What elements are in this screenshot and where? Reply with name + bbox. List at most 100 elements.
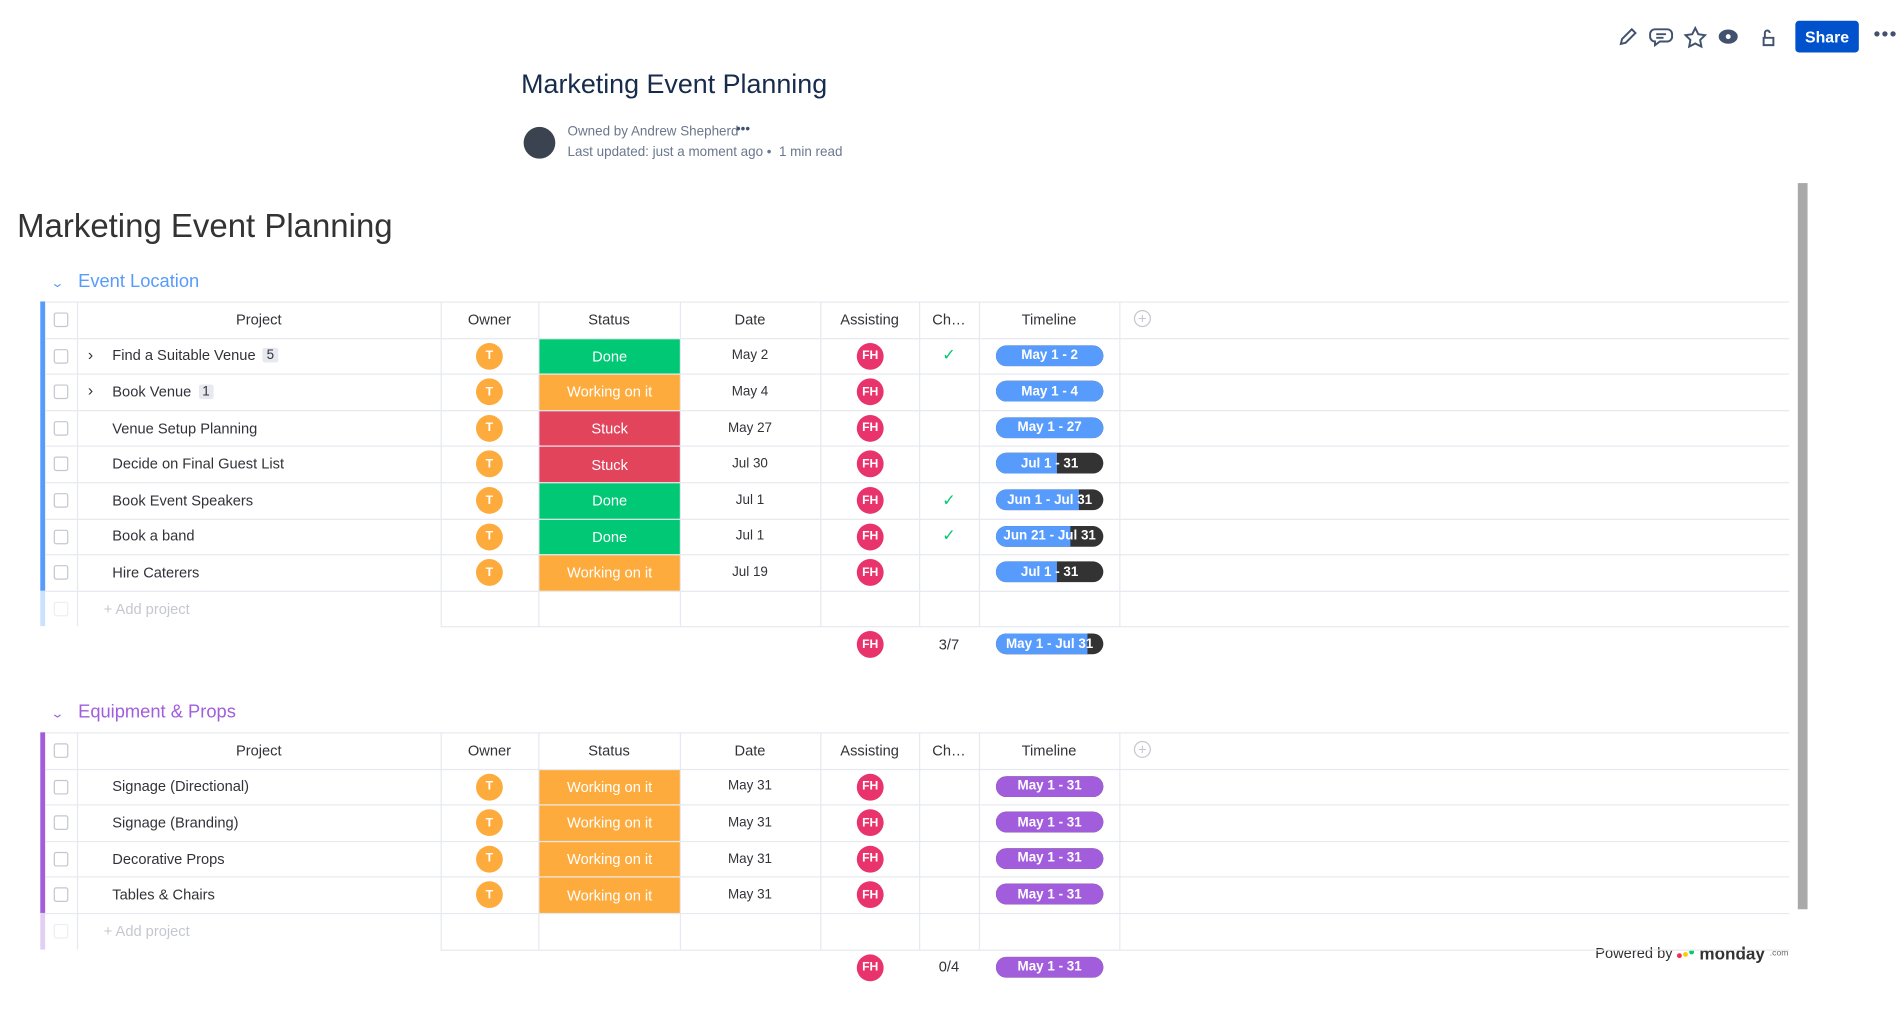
status-cell[interactable]: Done (539, 483, 680, 519)
timeline-label: May 1 - 4 (1021, 384, 1078, 399)
row-line (45, 518, 1790, 520)
status-cell[interactable]: Working on it (539, 769, 680, 805)
col-line (1119, 732, 1121, 913)
project-name[interactable]: Decide on Final Guest List (112, 455, 285, 473)
status-cell[interactable]: Stuck (539, 411, 680, 446)
timeline-bar[interactable]: May 1 - 31 (995, 847, 1104, 869)
project-name[interactable]: Hire Caterers (112, 563, 200, 581)
timeline-bar[interactable]: May 1 - 2 (995, 344, 1104, 366)
expand-arrow[interactable]: › (87, 381, 94, 400)
status-cell[interactable]: Done (539, 338, 680, 374)
timeline-fill (995, 489, 1079, 511)
col-line (440, 301, 442, 591)
project-name[interactable]: Find a Suitable Venue (112, 347, 256, 365)
owner-more[interactable]: ••• (735, 122, 751, 137)
timeline-bar[interactable]: Jun 21 - Jul 31 (995, 525, 1104, 547)
date-cell: Jul 1 (735, 528, 765, 544)
owner-avatar: T (475, 486, 503, 514)
col-line (679, 301, 682, 591)
share-button[interactable]: Share (1795, 20, 1859, 53)
timeline-bar[interactable]: Jun 1 - Jul 31 (995, 489, 1104, 511)
project-name[interactable]: Book Venue (112, 383, 192, 401)
assisting-avatar: FH (856, 414, 884, 442)
column-header: Project (235, 741, 282, 759)
checkbox[interactable] (53, 529, 69, 544)
project-name[interactable]: Decorative Props (112, 850, 225, 868)
timeline-bar[interactable]: May 1 - 4 (995, 381, 1104, 402)
timeline-label: May 1 - Jul 31 (1005, 636, 1094, 652)
add-row[interactable]: + Add project (103, 922, 190, 940)
col-line (919, 732, 921, 913)
checkbox[interactable] (53, 743, 69, 758)
summary-check: 0/4 (938, 958, 960, 976)
timeline-bar[interactable]: Jul 1 - 31 (995, 453, 1104, 475)
updated: Last updated: just a moment ago (567, 145, 764, 160)
checkbox[interactable] (53, 887, 69, 903)
check-mark: ✓ (942, 526, 956, 545)
timeline-bar[interactable]: May 1 - 27 (995, 417, 1104, 438)
project-name[interactable]: Signage (Directional) (112, 777, 250, 796)
assisting-avatar: FH (856, 881, 884, 909)
column-header: Project (235, 310, 282, 329)
scrollbar[interactable] (1797, 183, 1808, 910)
column-header: Date (734, 310, 766, 329)
group-chevron[interactable]: ⌄ (50, 277, 65, 291)
timeline-fill (995, 633, 1088, 655)
status-cell[interactable]: Working on it (539, 878, 680, 913)
status-cell[interactable]: Working on it (539, 805, 680, 841)
status-cell[interactable]: Stuck (539, 447, 680, 483)
add-column[interactable]: + (1133, 740, 1151, 758)
col-line (820, 912, 822, 950)
date-cell: May 4 (731, 384, 769, 400)
timeline-label: Jun 21 - Jul 31 (1003, 528, 1096, 544)
checkbox[interactable] (53, 815, 69, 831)
checkbox[interactable] (53, 384, 69, 400)
more-button[interactable]: ••• (1873, 24, 1898, 46)
project-name[interactable]: Signage (Branding) (112, 814, 239, 832)
timeline-bar: May 1 - 31 (995, 956, 1104, 978)
restrict-icon[interactable] (1762, 29, 1775, 47)
comment-icon[interactable] (1649, 28, 1674, 48)
timeline-label: May 1 - 31 (1017, 851, 1082, 866)
project-cell: Hire Caterers (112, 554, 199, 590)
timeline-bar[interactable]: May 1 - 31 (995, 775, 1104, 797)
status-cell[interactable]: Working on it (539, 374, 680, 410)
checkbox[interactable] (53, 348, 69, 364)
column-header: Owner (467, 310, 511, 329)
group-chevron[interactable]: ⌄ (50, 707, 65, 722)
edit-icon[interactable] (1619, 27, 1637, 46)
assisting-avatar: FH (856, 845, 884, 873)
project-name[interactable]: Tables & Chairs (112, 886, 215, 904)
checkbox[interactable] (53, 493, 69, 508)
project-name[interactable]: Book a band (112, 527, 195, 545)
row-line (45, 768, 1790, 770)
timeline-bar[interactable]: May 1 - 31 (995, 811, 1104, 833)
group-title[interactable]: Equipment & Props (78, 701, 236, 723)
timeline-bar[interactable]: May 1 - 31 (995, 884, 1104, 905)
group-title[interactable]: Event Location (78, 270, 200, 292)
status-cell[interactable]: Done (539, 519, 680, 555)
checkbox[interactable] (53, 312, 69, 328)
checkbox[interactable] (53, 420, 69, 436)
timeline-fill (995, 775, 1104, 797)
checkbox[interactable] (53, 456, 69, 472)
assisting-avatar: FH (856, 773, 884, 801)
project-name[interactable]: Venue Setup Planning (112, 419, 258, 437)
star-icon[interactable] (1683, 25, 1708, 49)
project-cell: Book Venue 1 (112, 374, 214, 410)
project-name[interactable]: Book Event Speakers (112, 491, 254, 509)
checkbox[interactable] (53, 565, 69, 580)
add-column[interactable]: + (1133, 310, 1151, 328)
checkbox[interactable] (53, 851, 69, 867)
status-cell[interactable]: Working on it (539, 555, 680, 591)
brand-suffix: .com (1769, 948, 1789, 958)
owner-avatar: T (475, 378, 503, 406)
checkbox[interactable] (53, 779, 69, 795)
timeline-label: Jul 1 - 31 (1020, 456, 1079, 471)
add-row[interactable]: + Add project (103, 600, 190, 618)
col-line (820, 732, 822, 913)
column-header: Date (734, 741, 766, 759)
status-cell[interactable]: Working on it (539, 841, 680, 877)
expand-arrow[interactable]: › (87, 344, 94, 364)
timeline-bar[interactable]: Jul 1 - 31 (995, 561, 1104, 583)
